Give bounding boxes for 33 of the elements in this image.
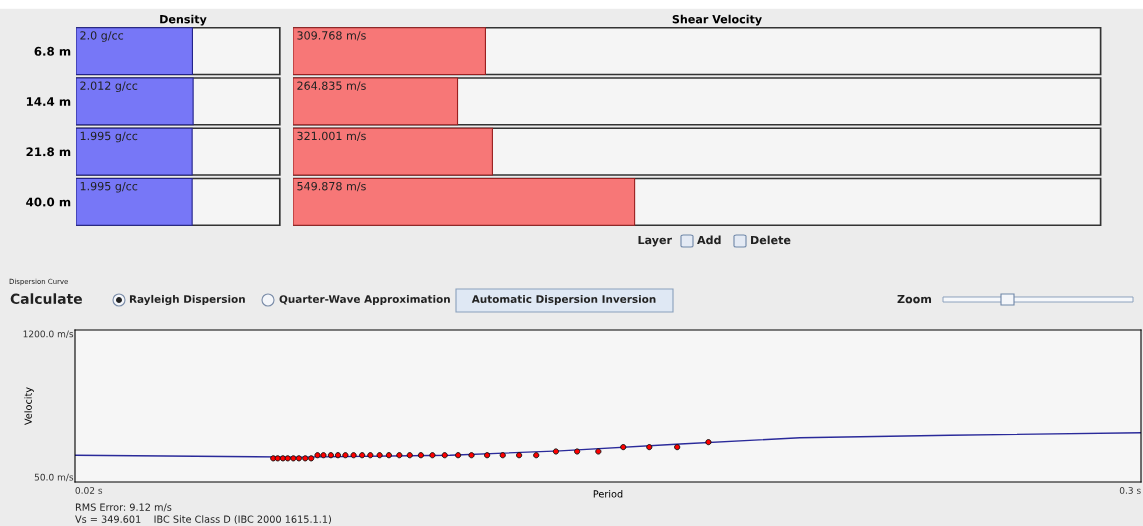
text: Zoom — [897, 294, 932, 304]
text: Layer — [638, 235, 672, 247]
data-label: 1.995 g/cc — [80, 181, 138, 193]
data-label: 2.0 g/cc — [80, 31, 124, 42]
y-axis-title: Velocity — [24, 387, 34, 425]
text: Rayleigh Dispersion — [129, 294, 245, 306]
text: Quarter-Wave Approximation — [279, 294, 450, 306]
bar — [293, 27, 486, 76]
x-tick-label: 0.3 s — [1119, 487, 1141, 494]
text: Add — [697, 235, 721, 245]
chart-title: Density — [160, 14, 207, 26]
y-tick-label: 1200.0 m/s — [23, 330, 74, 339]
bar — [293, 77, 459, 126]
data-label: 1.995 g/cc — [80, 131, 138, 143]
text: Vs = 349.601 IBC Site Class D (IBC 2000 1615.1.1) — [75, 515, 331, 524]
x-tick-label: 0.02 s — [75, 487, 103, 494]
bar — [293, 127, 493, 176]
data-label: 264.835 m/s — [297, 81, 366, 91]
text: Delete — [751, 235, 791, 245]
y-tick-label: 40.0 m — [26, 197, 71, 207]
data-label: 2.012 g/cc — [80, 81, 138, 93]
y-tick-label: 14.4 m — [26, 97, 71, 106]
data-label: 321.001 m/s — [297, 131, 366, 141]
chart-title: Shear Velocity — [672, 14, 762, 26]
text: Calculate — [10, 293, 82, 305]
x-axis-title: Period — [593, 490, 623, 498]
y-tick-label: 21.8 m — [26, 147, 71, 157]
text: RMS Error: 9.12 m/s — [75, 503, 172, 512]
y-tick-label: 50.0 m/s — [34, 473, 74, 482]
y-tick-label: 6.8 m — [34, 46, 71, 56]
data-label: 309.768 m/s — [297, 31, 366, 41]
data-label: 549.878 m/s — [297, 181, 366, 192]
text: Automatic Dispersion Inversion — [471, 294, 656, 306]
